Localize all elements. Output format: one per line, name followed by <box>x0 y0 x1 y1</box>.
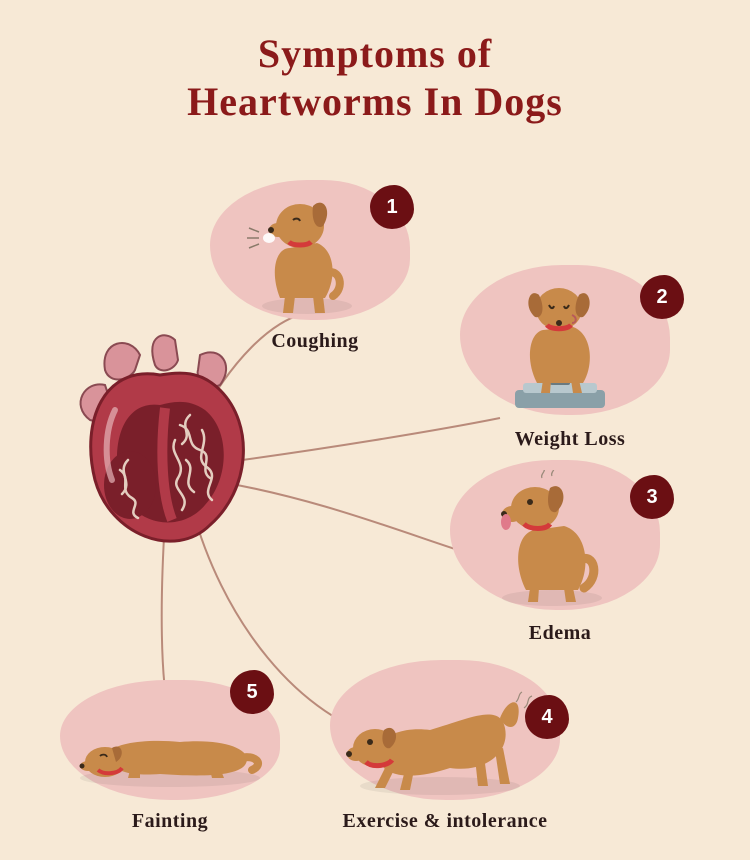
symptom-label: Edema <box>450 622 670 645</box>
number-badge: 2 <box>640 275 684 319</box>
number-badge: 3 <box>630 475 674 519</box>
symptom-label: Fainting <box>60 810 280 833</box>
dog-illustration <box>70 710 270 795</box>
page-title: Symptoms of Heartworms In Dogs <box>0 0 750 126</box>
symptom-label: Coughing <box>205 330 425 353</box>
title-line-2: Heartworms In Dogs <box>187 79 563 124</box>
number-badge: 4 <box>525 695 569 739</box>
dog-illustration <box>340 668 540 803</box>
symptom-label: Exercise & intolerance <box>335 810 555 833</box>
dog-illustration <box>480 470 620 615</box>
dog-illustration <box>245 188 365 323</box>
number-badge: 5 <box>230 670 274 714</box>
dog-illustration <box>495 275 625 420</box>
symptom-label: Weight Loss <box>460 428 680 451</box>
number-badge: 1 <box>370 185 414 229</box>
title-line-1: Symptoms of <box>258 31 492 76</box>
heart-illustration <box>60 330 260 560</box>
